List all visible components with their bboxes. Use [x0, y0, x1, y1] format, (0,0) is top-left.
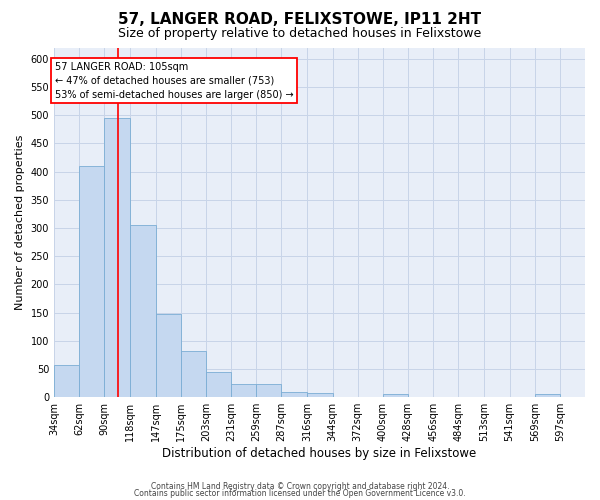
Bar	[104, 118, 130, 397]
Bar	[79, 166, 104, 397]
Text: 57, LANGER ROAD, FELIXSTOWE, IP11 2HT: 57, LANGER ROAD, FELIXSTOWE, IP11 2HT	[118, 12, 482, 28]
Bar	[231, 384, 256, 397]
Bar	[155, 314, 181, 397]
Text: 57 LANGER ROAD: 105sqm
← 47% of detached houses are smaller (753)
53% of semi-de: 57 LANGER ROAD: 105sqm ← 47% of detached…	[55, 62, 293, 100]
Bar	[307, 394, 332, 397]
Bar	[256, 384, 281, 397]
Bar	[54, 365, 79, 397]
Bar	[206, 372, 231, 397]
Text: Contains public sector information licensed under the Open Government Licence v3: Contains public sector information licen…	[134, 489, 466, 498]
Bar	[281, 392, 307, 397]
X-axis label: Distribution of detached houses by size in Felixstowe: Distribution of detached houses by size …	[163, 447, 476, 460]
Bar	[535, 394, 560, 397]
Y-axis label: Number of detached properties: Number of detached properties	[15, 134, 25, 310]
Bar	[383, 394, 408, 397]
Text: Size of property relative to detached houses in Felixstowe: Size of property relative to detached ho…	[118, 28, 482, 40]
Text: Contains HM Land Registry data © Crown copyright and database right 2024.: Contains HM Land Registry data © Crown c…	[151, 482, 449, 491]
Bar	[181, 351, 206, 397]
Bar	[130, 225, 155, 397]
